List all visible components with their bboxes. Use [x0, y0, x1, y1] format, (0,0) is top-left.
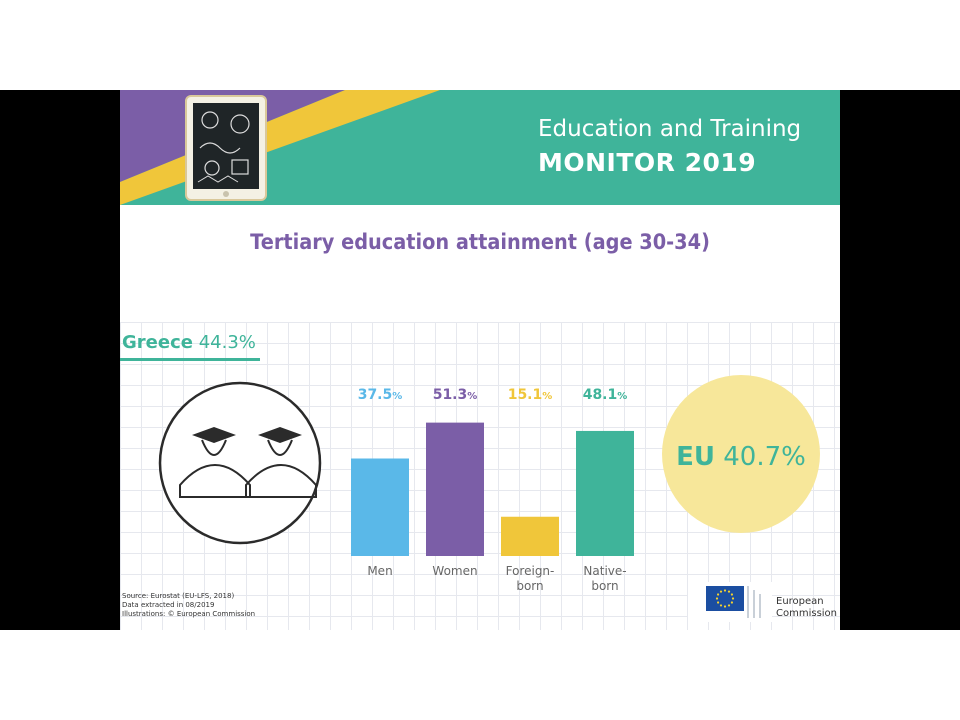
eu-name: EU — [676, 442, 715, 472]
source-note: Source: Eurostat (EU-LFS, 2018) Data ext… — [122, 592, 255, 619]
bar-native-born — [576, 430, 634, 556]
eu-circle — [662, 375, 820, 533]
country-underline — [120, 358, 260, 361]
value-label-foreign-born: 15.1% — [508, 387, 553, 403]
chart-title: Tertiary education attainment (age 30-34… — [250, 230, 710, 254]
ec-logo-line2: Commission — [776, 608, 838, 619]
source-line1: Source: Eurostat (EU-LFS, 2018) — [122, 592, 235, 600]
category-label-native-born: Native-born — [583, 564, 626, 593]
banner-graphic — [120, 90, 440, 205]
bar-men — [351, 458, 409, 556]
graduates-illustration — [158, 381, 322, 545]
letterbox-left — [0, 90, 120, 630]
category-label-men: Men — [367, 564, 392, 578]
bar-chart: 37.5% Men 51.3% Women 15.1% Foreign-born 48.1%… — [158, 381, 634, 593]
bar-foreign-born — [501, 516, 559, 556]
category-label-foreign-born: Foreign-born — [506, 564, 555, 593]
source-line2: Data extracted in 08/2019 — [122, 601, 215, 609]
category-label-women: Women — [432, 564, 477, 578]
eu-stars-icon — [715, 589, 735, 608]
eu-value: 40.7% — [723, 442, 806, 472]
slide: Education and Training MONITOR 2019 Tert… — [120, 90, 840, 630]
banner-title-line1: Education and Training — [538, 116, 802, 142]
ec-logo-text: European Commission — [776, 596, 837, 620]
value-label-men: 37.5% — [358, 387, 403, 403]
ec-logo-line1: European — [776, 596, 824, 607]
country-summary: Greece 44.3% — [122, 332, 256, 353]
eu-summary: EU 40.7% — [662, 442, 820, 472]
source-line3: Illustrations: © European Commission — [122, 610, 256, 618]
tablet-icon — [185, 95, 267, 201]
value-label-native-born: 48.1% — [583, 387, 628, 403]
country-value: 44.3% — [198, 332, 256, 353]
european-commission-logo — [688, 582, 772, 622]
bars-group: 37.5% Men 51.3% Women 15.1% Foreign-born 48.1%… — [351, 387, 634, 593]
banner-title-line2: MONITOR 2019 — [538, 148, 757, 177]
header-banner: Education and Training MONITOR 2019 — [120, 90, 840, 205]
bar-women — [426, 422, 484, 556]
letterbox-right — [840, 90, 960, 630]
value-label-women: 51.3% — [433, 387, 478, 403]
country-name: Greece — [122, 332, 193, 353]
